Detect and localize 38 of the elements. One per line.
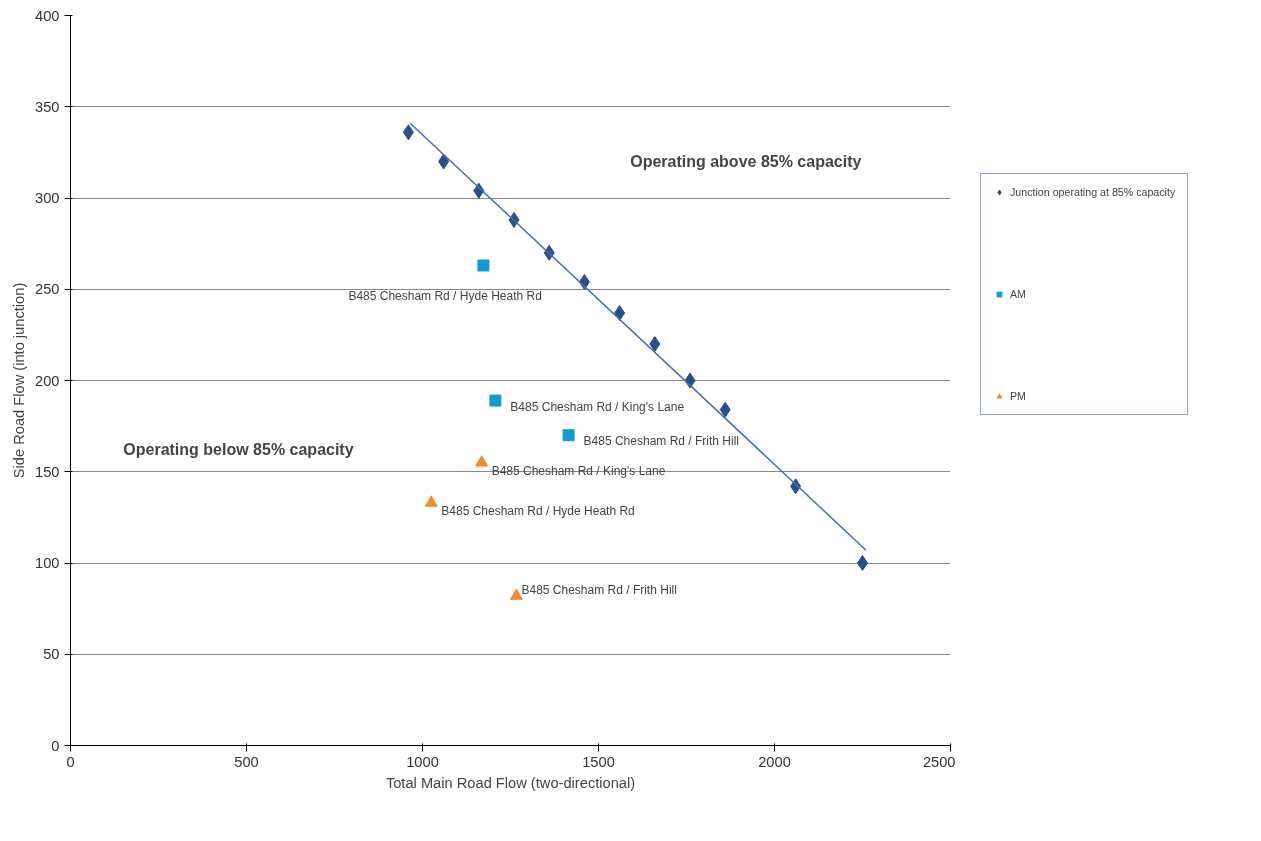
point xyxy=(562,429,575,442)
y-tick-label: 400 xyxy=(35,7,60,24)
y-tick-label: 0 xyxy=(51,737,60,754)
point xyxy=(509,588,523,600)
y-tick-label: 50 xyxy=(43,646,60,663)
point xyxy=(475,455,489,467)
point xyxy=(438,153,450,170)
x-tick-label: 500 xyxy=(234,753,259,770)
annotation: B485 Chesham Rd / Frith Hill xyxy=(583,434,739,449)
x-tick-label: 2500 xyxy=(922,753,956,770)
y-tick-label: 300 xyxy=(35,190,60,206)
y-tick-label: 150 xyxy=(35,463,60,480)
y-axis-title: Side Road Flow (into junction) xyxy=(11,282,28,479)
y-tick-label: 250 xyxy=(35,281,60,298)
annotation: B485 Chesham Rd / Hyde Heath Rd xyxy=(441,503,635,518)
point xyxy=(614,304,626,321)
x-tick-label: 0 xyxy=(66,753,75,770)
x-tick-label: 1500 xyxy=(582,753,615,770)
y-tick-label: 200 xyxy=(35,372,60,389)
point xyxy=(424,495,438,507)
x-tick-label: 1000 xyxy=(406,753,439,770)
annotation: B485 Chesham Rd / Hyde Heath Rd xyxy=(348,288,542,303)
annotation: B485 Chesham Rd / King's Lane xyxy=(510,399,685,414)
point xyxy=(402,124,414,141)
x-tick-label: 2000 xyxy=(758,753,791,770)
y-tick-label: 100 xyxy=(35,555,60,571)
legend-label: AM xyxy=(1010,288,1027,300)
point xyxy=(489,394,502,407)
annotation: B485 Chesham Rd / Frith Hill xyxy=(521,582,677,597)
legend-label: Junction operating at 85% capacity xyxy=(1010,186,1176,198)
legend-label: PM xyxy=(1010,390,1027,402)
point xyxy=(719,401,731,418)
annotation: Operating below 85% capacity xyxy=(123,441,354,459)
x-axis-title: Total Main Road Flow (two-directional) xyxy=(385,774,636,791)
point xyxy=(649,336,661,352)
annotation: Operating above 85% capacity xyxy=(630,153,862,170)
point xyxy=(477,259,490,272)
y-tick-label: 350 xyxy=(35,98,60,115)
